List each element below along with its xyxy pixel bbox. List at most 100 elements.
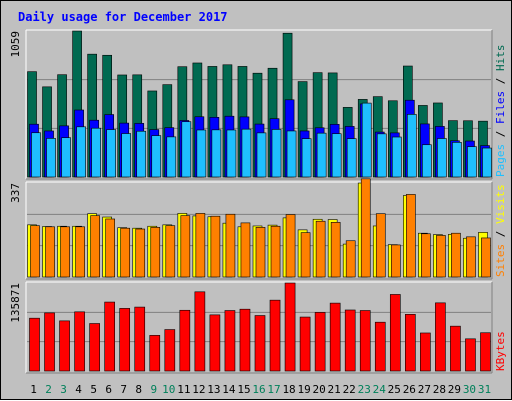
bar-pages-day-2 — [46, 138, 56, 178]
bar-pages-day-28 — [437, 138, 447, 178]
bar-kbytes-day-2 — [44, 312, 55, 372]
x-tick-label: 22 — [343, 383, 356, 396]
y-max-label: 337 — [9, 183, 22, 203]
x-tick-label: 11 — [177, 383, 190, 396]
bar-sites-day-12 — [195, 213, 206, 278]
x-tick-label: 2 — [45, 383, 52, 396]
bar-sites-day-29 — [451, 232, 461, 278]
bar-kbytes-day-7 — [119, 308, 131, 372]
x-tick-label: 14 — [222, 383, 236, 396]
bar-sites-day-31 — [481, 237, 491, 278]
bar-sites-day-11 — [180, 215, 191, 278]
bar-pages-day-21 — [331, 133, 342, 178]
legend-entry: / — [494, 131, 507, 144]
bar-sites-day-23 — [360, 178, 371, 278]
x-tick-label: 5 — [90, 383, 97, 396]
bar-pages-day-9 — [151, 135, 162, 178]
x-tick-label: 8 — [135, 383, 142, 396]
bar-sites-day-21 — [330, 222, 341, 278]
bar-sites-day-2 — [45, 226, 55, 278]
x-tick-label: 24 — [373, 383, 387, 396]
bar-sites-day-26 — [406, 194, 416, 278]
panel-1: 337 — [9, 178, 493, 280]
panel-2: 135871 — [9, 281, 493, 374]
x-tick-label: 9 — [150, 383, 157, 396]
bar-pages-day-4 — [76, 126, 86, 178]
bar-sites-day-8 — [135, 228, 146, 278]
x-tick-label: 29 — [448, 383, 461, 396]
x-tick-label: 15 — [237, 383, 250, 396]
bar-sites-day-9 — [150, 227, 161, 278]
bar-sites-day-14 — [225, 213, 236, 278]
legend-entry: Hits — [494, 45, 507, 78]
bar-kbytes-day-26 — [405, 314, 416, 372]
bar-kbytes-day-25 — [389, 294, 401, 372]
x-tick-label: 20 — [313, 383, 326, 396]
bar-sites-day-17 — [270, 225, 281, 278]
bar-sites-day-20 — [315, 220, 326, 278]
bar-pages-day-17 — [271, 129, 282, 178]
bar-kbytes-day-8 — [134, 306, 146, 372]
bar-pages-day-25 — [391, 136, 402, 178]
bar-kbytes-day-19 — [299, 316, 311, 372]
bar-kbytes-day-6 — [104, 301, 115, 372]
x-tick-label: 19 — [297, 383, 310, 396]
bar-sites-day-6 — [105, 218, 115, 278]
bar-pages-day-13 — [211, 129, 222, 178]
bar-sites-day-19 — [300, 232, 311, 278]
bar-pages-day-30 — [467, 146, 477, 178]
bar-kbytes-day-30 — [465, 338, 476, 372]
bar-sites-day-3 — [60, 226, 70, 278]
bar-pages-day-8 — [136, 130, 147, 178]
x-tick-label: 6 — [105, 383, 112, 396]
x-tick-label: 26 — [403, 383, 416, 396]
bar-kbytes-day-3 — [59, 320, 70, 372]
bar-sites-day-24 — [375, 213, 386, 278]
bar-sites-day-30 — [466, 236, 476, 278]
bar-kbytes-day-22 — [344, 309, 356, 372]
legend-entry: Pages — [494, 144, 507, 177]
bar-sites-day-27 — [421, 233, 431, 278]
bar-pages-day-6 — [106, 129, 116, 178]
y-max-label: 1059 — [9, 31, 22, 58]
bar-pages-day-19 — [301, 138, 312, 178]
legend-entry: Sites — [494, 244, 507, 277]
bar-pages-day-24 — [376, 133, 387, 178]
bar-sites-day-22 — [345, 240, 356, 278]
bar-pages-day-15 — [241, 128, 252, 178]
bar-pages-day-29 — [452, 142, 462, 178]
chart-panels: 1059 337 135871 — [9, 29, 493, 374]
bar-pages-day-18 — [286, 130, 297, 178]
bar-kbytes-day-23 — [359, 310, 371, 372]
x-tick-label: 1 — [30, 383, 37, 396]
bar-pages-day-23 — [361, 102, 372, 178]
legend-panel-1: Sites / Visits — [494, 184, 507, 277]
bar-pages-day-26 — [407, 114, 417, 178]
bar-kbytes-day-14 — [224, 310, 236, 372]
bar-pages-day-1 — [31, 132, 41, 178]
bar-pages-day-11 — [181, 121, 192, 178]
bar-sites-day-16 — [255, 227, 266, 278]
x-tick-label: 12 — [192, 383, 205, 396]
x-tick-label: 28 — [433, 383, 446, 396]
bar-kbytes-day-24 — [374, 321, 386, 372]
bar-sites-day-15 — [240, 222, 251, 278]
bar-kbytes-day-10 — [164, 329, 176, 372]
bar-sites-day-10 — [165, 225, 176, 278]
x-tick-label: 7 — [120, 383, 127, 396]
bar-kbytes-day-1 — [29, 317, 40, 372]
chart-legends: Pages / Files / Hits Sites / Visits KBytes — [494, 45, 507, 372]
bar-sites-day-7 — [120, 227, 131, 278]
bar-pages-day-16 — [256, 132, 267, 178]
bar-sites-day-4 — [75, 226, 85, 278]
bar-kbytes-day-28 — [435, 302, 446, 372]
bar-pages-day-3 — [61, 137, 71, 178]
legend-entry: / — [494, 78, 507, 91]
bar-kbytes-day-17 — [269, 299, 281, 372]
bar-pages-day-14 — [226, 129, 237, 178]
bar-pages-day-27 — [422, 144, 432, 178]
bar-kbytes-day-13 — [209, 314, 221, 372]
legend-panel-0: Pages / Files / Hits — [494, 45, 507, 178]
bar-pages-day-20 — [316, 132, 327, 178]
